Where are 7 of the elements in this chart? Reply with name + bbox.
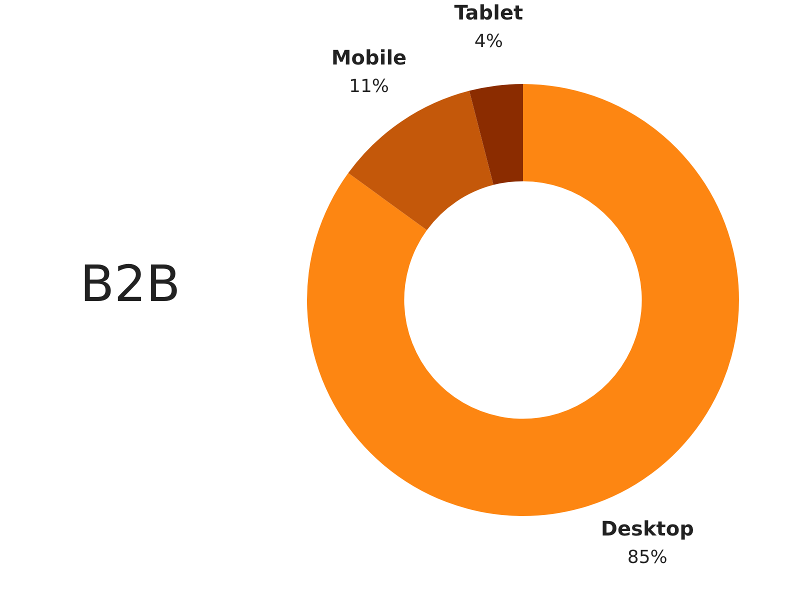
slice-label: Desktop [600,516,694,540]
data-label: 4% [474,30,503,52]
data-label: 11% [348,76,389,98]
slice-label: Tablet [454,0,524,24]
text: B2B [80,255,180,313]
slice-label: Mobile [331,46,407,70]
data-label: 85% [627,546,668,568]
